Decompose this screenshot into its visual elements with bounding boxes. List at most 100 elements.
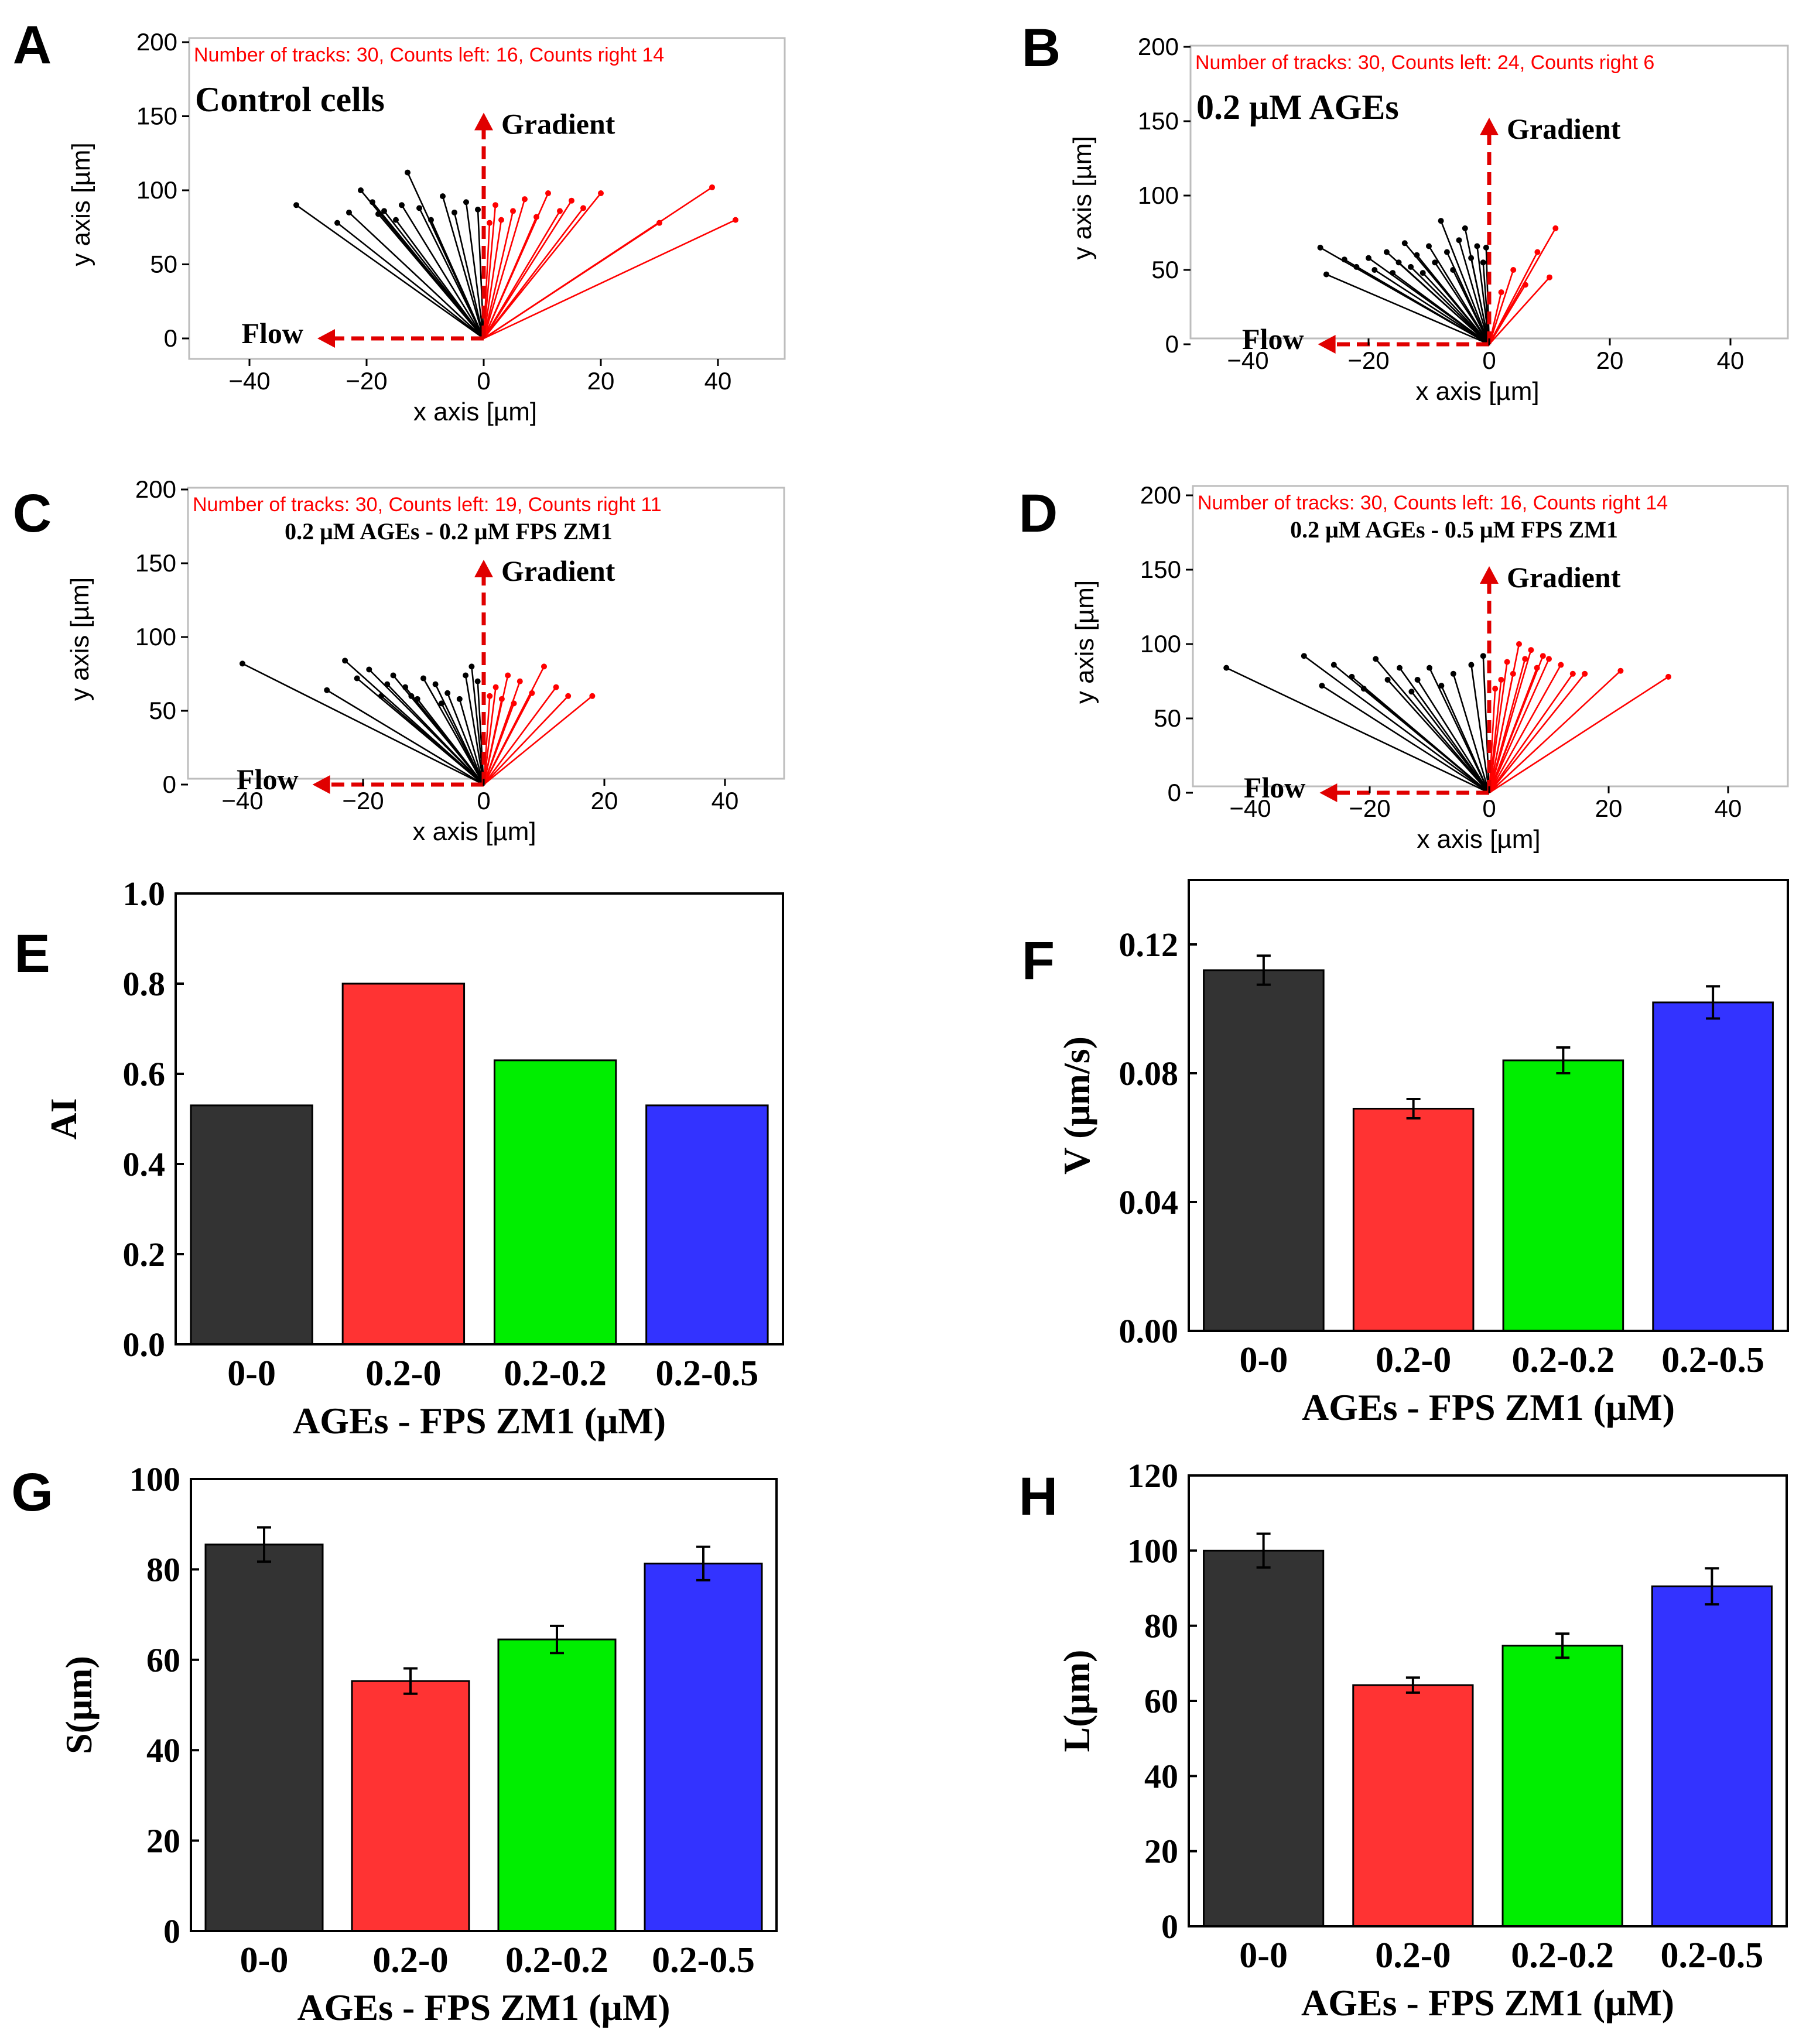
left-track-line: [1411, 691, 1490, 793]
right-track-end: [1552, 225, 1559, 231]
left-track-end: [408, 693, 415, 699]
left-track-line: [1398, 667, 1490, 793]
left-track-line: [1452, 269, 1490, 345]
y-axis-label: y axis [µm]: [1068, 136, 1097, 259]
gradient-arrow-head: [474, 560, 493, 577]
x-tick-label: 40: [704, 367, 732, 395]
x-axis-label: x axis [µm]: [413, 398, 537, 426]
left-track-end: [1319, 683, 1325, 689]
left-track-end: [399, 202, 405, 208]
left-track-end: [1373, 656, 1379, 662]
right-track-line: [483, 186, 713, 340]
category-label: 0.2-0: [1376, 1340, 1451, 1380]
y-tick-label: 0.8: [123, 965, 166, 1003]
y-tick-label: 50: [1151, 256, 1179, 283]
right-track-line: [483, 675, 509, 785]
right-track-line: [483, 193, 602, 339]
left-track-end: [1456, 237, 1462, 244]
bar-0.2-0.2: [493, 1059, 617, 1345]
x-tick-label: −20: [342, 787, 384, 814]
bar-0.2-0: [351, 1680, 470, 1932]
left-track-end: [1450, 670, 1456, 677]
y-tick-label: 80: [1144, 1607, 1178, 1645]
left-track-line: [1416, 254, 1490, 345]
right-track-line: [1488, 673, 1574, 793]
x-tick-label: −20: [346, 367, 387, 395]
left-track-end: [375, 211, 381, 217]
y-tick-label: 0.2: [123, 1235, 166, 1273]
bar-0-0: [1203, 969, 1325, 1332]
left-track-end: [1383, 249, 1390, 255]
bar-0.2-0.5: [644, 1562, 763, 1932]
left-track-end: [1420, 270, 1426, 276]
y-tick-label: 100: [1127, 1532, 1178, 1570]
left-track-end: [1384, 676, 1391, 683]
plot-frame: [188, 37, 786, 360]
left-track-line: [1434, 262, 1490, 345]
x-tick-label: 20: [1595, 795, 1623, 822]
left-track-line: [381, 695, 484, 785]
right-track-line: [483, 200, 573, 339]
right-track-end: [522, 196, 528, 203]
x-axis-label: AGEs - FPS ZM1 (μM): [297, 1987, 670, 2028]
left-track-end: [474, 678, 481, 684]
right-track-end: [1569, 670, 1576, 677]
left-track-line: [1422, 272, 1490, 345]
track-count-info: Number of tracks: 30, Counts left: 19, C…: [193, 494, 662, 516]
x-tick-label: 20: [587, 367, 615, 395]
panel-title: Control cells: [195, 80, 385, 119]
left-track-end: [463, 199, 469, 206]
left-track-end: [293, 202, 299, 208]
right-track-line: [483, 193, 549, 339]
right-track-line: [483, 686, 557, 785]
x-tick-label: 40: [712, 787, 739, 814]
x-tick-label: −40: [228, 367, 270, 395]
category-label: 0.2-0.2: [504, 1354, 607, 1394]
right-track-end: [1516, 641, 1522, 647]
x-axis-label: AGEs - FPS ZM1 (μM): [1302, 1386, 1675, 1428]
left-track-line: [459, 699, 485, 785]
left-track-line: [416, 699, 485, 785]
y-tick-label: 0: [1165, 330, 1179, 358]
left-track-end: [342, 658, 348, 664]
left-track-line: [378, 213, 484, 339]
right-track-line: [483, 695, 569, 785]
right-track-line: [483, 211, 514, 339]
panel-letter: G: [11, 1463, 53, 1522]
x-tick-label: 0: [1482, 347, 1496, 374]
right-track-line: [1489, 276, 1550, 345]
y-tick-label: 0.04: [1119, 1183, 1179, 1221]
left-track-end: [240, 660, 245, 667]
category-label: 0.2-0.5: [1661, 1936, 1764, 1975]
right-track-end: [553, 684, 559, 690]
x-tick-label: −40: [221, 787, 263, 814]
bar-0.2-0.2: [1501, 1645, 1623, 1927]
x-axis-label: AGEs - FPS ZM1 (μM): [293, 1400, 666, 1442]
right-track-end: [1522, 656, 1528, 662]
left-track-line: [418, 207, 485, 339]
left-track-end: [370, 199, 375, 206]
left-track-end: [468, 663, 475, 670]
right-track-line: [1488, 662, 1508, 793]
left-track-line: [395, 219, 485, 339]
bar-panel-e: E 0-0 0.2-0 0.2-0.2 0.2-0.5 0.0 0.2 0.4 0.6 0.8 1.…: [14, 875, 784, 1442]
left-track-end: [378, 693, 384, 699]
x-tick-label: −40: [1229, 795, 1271, 822]
left-track-end: [1444, 249, 1450, 255]
panel-letter: E: [14, 924, 50, 984]
left-track-line: [1417, 679, 1490, 793]
y-tick-label: 0: [1161, 1908, 1178, 1946]
category-label: 0-0: [1240, 1340, 1288, 1380]
category-label: 0.2-0.5: [652, 1940, 755, 1980]
right-track-line: [1488, 658, 1550, 793]
left-track-end: [1330, 662, 1337, 668]
bar-0.2-0: [1352, 1108, 1475, 1332]
track-count-info: Number of tracks: 30, Counts left: 16, C…: [194, 44, 664, 66]
y-tick-label: 40: [1144, 1757, 1178, 1795]
left-track-end: [1480, 653, 1486, 659]
y-tick-label: 0: [163, 1912, 180, 1950]
flow-arrow-head: [317, 329, 335, 348]
flow-arrow-head: [1319, 783, 1338, 802]
track-panel-d: D Gradient Flow Number of tracks: 30, Count…: [1019, 481, 1789, 854]
y-tick-label: 80: [146, 1550, 180, 1588]
